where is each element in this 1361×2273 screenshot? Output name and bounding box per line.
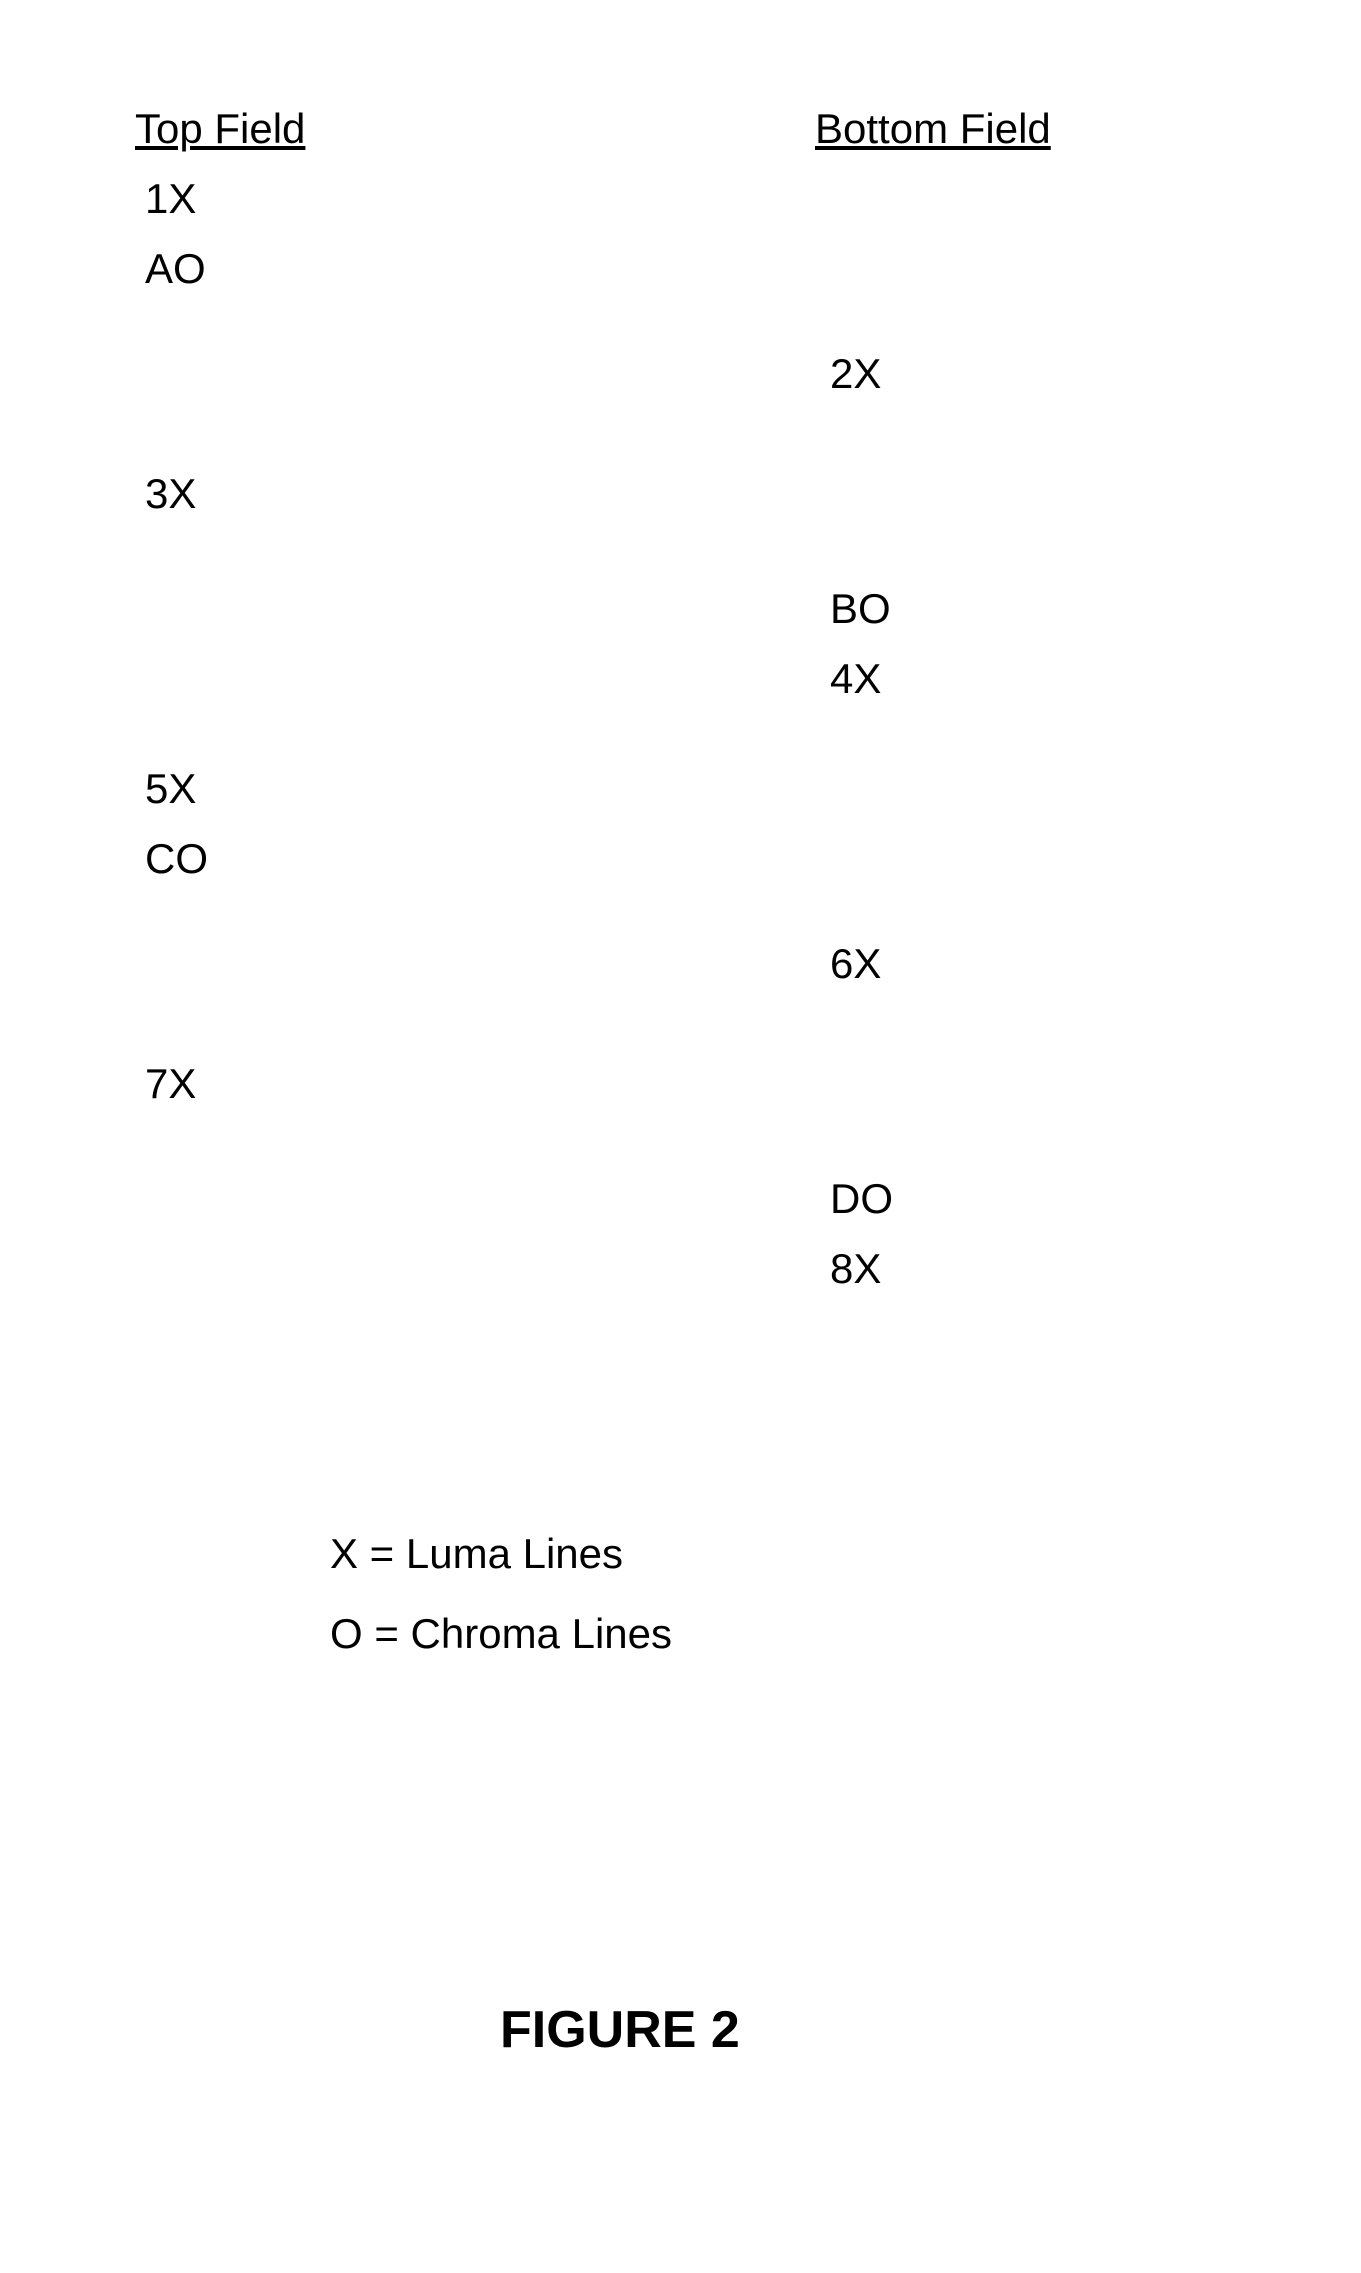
right-label-6x: 6X [830, 940, 881, 988]
page: Top Field Bottom Field 1X AO 3X 5X CO 7X… [0, 0, 1361, 2273]
left-label-1x: 1X [145, 175, 196, 223]
left-label-co: CO [145, 835, 208, 883]
left-label-7x: 7X [145, 1060, 196, 1108]
bottom-field-heading: Bottom Field [815, 105, 1051, 153]
left-label-ao: AO [145, 245, 206, 293]
right-label-bo: BO [830, 585, 891, 633]
right-label-do: DO [830, 1175, 893, 1223]
legend-luma: X = Luma Lines [330, 1530, 623, 1578]
left-label-3x: 3X [145, 470, 196, 518]
legend-chroma: O = Chroma Lines [330, 1610, 672, 1658]
figure-title: FIGURE 2 [500, 2000, 740, 2060]
right-label-4x: 4X [830, 655, 881, 703]
left-label-5x: 5X [145, 765, 196, 813]
right-label-2x: 2X [830, 350, 881, 398]
right-label-8x: 8X [830, 1245, 881, 1293]
top-field-heading: Top Field [135, 105, 305, 153]
